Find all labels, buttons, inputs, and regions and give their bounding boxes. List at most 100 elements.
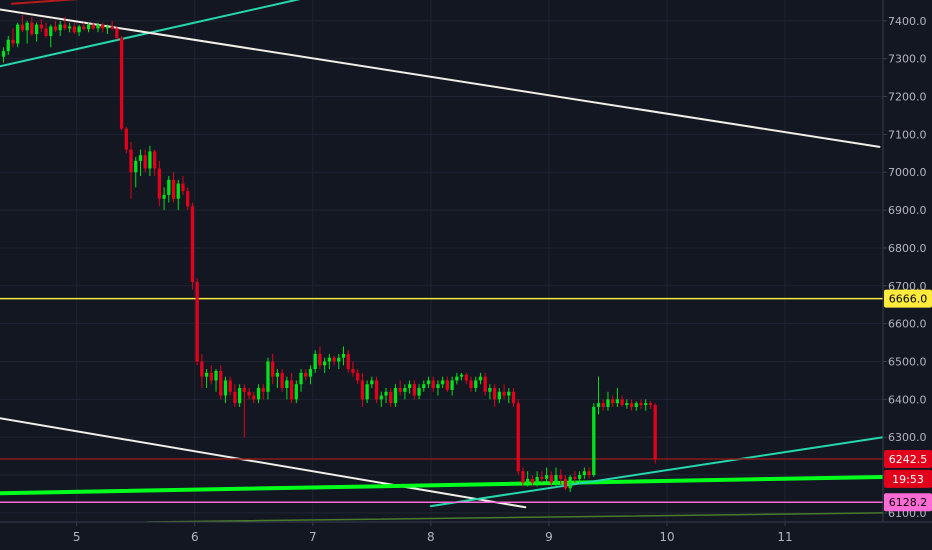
candle-down: [39, 24, 43, 29]
candle-down: [521, 471, 525, 483]
candle-down: [261, 387, 265, 392]
price-tick-label: 7300.0: [888, 53, 927, 66]
candle-down: [152, 151, 157, 169]
candle-down: [530, 478, 535, 483]
candle-up: [148, 151, 152, 169]
price-tick-label: 6500.0: [888, 356, 927, 369]
price-tick-label: 6600.0: [888, 318, 927, 331]
time-tick-label: 8: [427, 530, 435, 544]
candle-down: [346, 353, 350, 370]
candle-up: [86, 24, 91, 30]
candle-up: [256, 387, 261, 400]
price-tick-label: 7000.0: [888, 166, 927, 179]
candle-up: [478, 376, 483, 381]
candle-down: [44, 28, 48, 36]
candle-up: [266, 361, 270, 392]
price-axis[interactable]: [883, 0, 932, 522]
time-tick-label: 5: [73, 530, 81, 544]
candle-up: [138, 155, 143, 161]
price-label-text: 6666.0: [889, 293, 928, 306]
time-tick-label: 10: [659, 530, 674, 544]
candle-down: [181, 183, 185, 192]
candle-up: [644, 403, 648, 406]
candle-up: [176, 183, 180, 199]
candle-up: [1, 51, 6, 57]
price-label-box: [884, 449, 932, 468]
price-label-box: [884, 469, 932, 488]
price-tick-label: 7200.0: [888, 91, 927, 104]
candle-up: [417, 387, 421, 396]
candle-down: [53, 26, 58, 31]
time-axis[interactable]: [0, 522, 932, 550]
candle-up: [507, 391, 511, 396]
candle-up: [634, 403, 638, 407]
candle-down: [601, 403, 605, 407]
candle-up: [596, 403, 601, 407]
candle-down: [540, 476, 544, 479]
upper-channel-line[interactable]: [0, 0, 372, 68]
trendlines: [0, 0, 885, 523]
candle-up: [285, 380, 289, 388]
candle-down: [492, 387, 497, 400]
white-resistance-line[interactable]: [0, 8, 881, 148]
candle-down: [502, 391, 506, 396]
white-lower-line[interactable]: [0, 417, 527, 509]
candle-down: [648, 403, 653, 406]
candle-down: [318, 353, 322, 366]
time-tick-label: 6: [191, 530, 199, 544]
candle-down: [389, 391, 393, 404]
candle-down: [620, 399, 624, 406]
candle-up: [526, 478, 530, 483]
candle-up: [407, 384, 412, 388]
candle-up: [582, 471, 586, 476]
candle-down: [351, 369, 355, 373]
candle-down: [511, 391, 516, 404]
candle-up: [299, 372, 303, 385]
top-red-line[interactable]: [10, 0, 331, 5]
candle-down: [233, 391, 237, 404]
candle-down: [611, 399, 615, 404]
candle-down: [483, 376, 487, 392]
green-support-line[interactable]: [0, 474, 885, 496]
candle-up: [322, 361, 327, 366]
candle-down: [11, 39, 15, 44]
candle-down: [629, 403, 634, 407]
price-label-text: 6242.5: [889, 453, 928, 466]
candle-up: [474, 380, 478, 388]
candle-down: [115, 28, 119, 38]
candle-up: [592, 406, 596, 476]
candle-up: [308, 369, 313, 377]
candle-down: [252, 395, 256, 400]
candle-up: [294, 384, 298, 400]
candle-down: [516, 403, 520, 472]
candle-up: [535, 476, 539, 483]
candle-up: [488, 387, 492, 392]
candle-up: [606, 399, 610, 407]
horizontal-levels: [0, 297, 883, 503]
price-labels: 6666.0 6242.5 6128.2 19:53: [884, 289, 932, 512]
olive-lower-line[interactable]: [146, 512, 884, 523]
cyan-support-line[interactable]: [429, 436, 884, 508]
candle-down: [563, 478, 568, 489]
candle-up: [379, 395, 383, 400]
candle-up: [275, 372, 280, 377]
candle-up: [337, 357, 341, 362]
candle-down: [549, 475, 553, 483]
candle-down: [63, 24, 67, 29]
candle-down: [356, 372, 360, 381]
candles: [1, 15, 657, 493]
candle-down: [587, 471, 591, 476]
price-tick-label: 6800.0: [888, 242, 927, 255]
price-tick-label: 6700.0: [888, 280, 927, 293]
candle-down: [30, 22, 34, 35]
candle-up: [67, 26, 72, 29]
candle-down: [157, 168, 162, 199]
candle-up: [223, 380, 228, 396]
candle-up: [554, 475, 558, 483]
candle-up: [426, 380, 431, 385]
candle-down: [190, 206, 195, 283]
candle-down: [20, 24, 25, 31]
time-tick-label: 7: [309, 530, 317, 544]
candle-up: [393, 387, 398, 404]
